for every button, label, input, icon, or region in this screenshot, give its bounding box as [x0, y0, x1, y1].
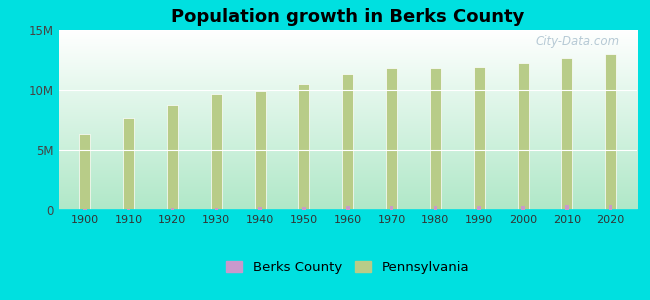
Legend: Berks County, Pennsylvania: Berks County, Pennsylvania: [221, 255, 474, 279]
Bar: [123, 118, 134, 210]
Bar: [474, 68, 485, 210]
Bar: [214, 208, 218, 210]
Bar: [211, 94, 222, 210]
Bar: [434, 206, 437, 210]
Bar: [83, 209, 86, 210]
Bar: [79, 134, 90, 210]
Bar: [127, 208, 131, 210]
Bar: [171, 208, 174, 210]
Bar: [609, 205, 612, 210]
Bar: [430, 68, 441, 210]
Bar: [386, 68, 397, 210]
Bar: [167, 105, 178, 210]
Bar: [517, 63, 528, 210]
Text: City-Data.com: City-Data.com: [536, 35, 619, 48]
Bar: [343, 74, 353, 210]
Bar: [521, 206, 525, 210]
Bar: [346, 206, 350, 210]
Bar: [302, 207, 305, 210]
Bar: [478, 206, 481, 210]
Bar: [565, 205, 569, 210]
Bar: [562, 58, 573, 210]
Title: Population growth in Berks County: Population growth in Berks County: [171, 8, 525, 26]
Bar: [258, 208, 262, 210]
Bar: [255, 91, 266, 210]
Bar: [605, 54, 616, 210]
Bar: [390, 206, 393, 210]
Bar: [298, 84, 309, 210]
